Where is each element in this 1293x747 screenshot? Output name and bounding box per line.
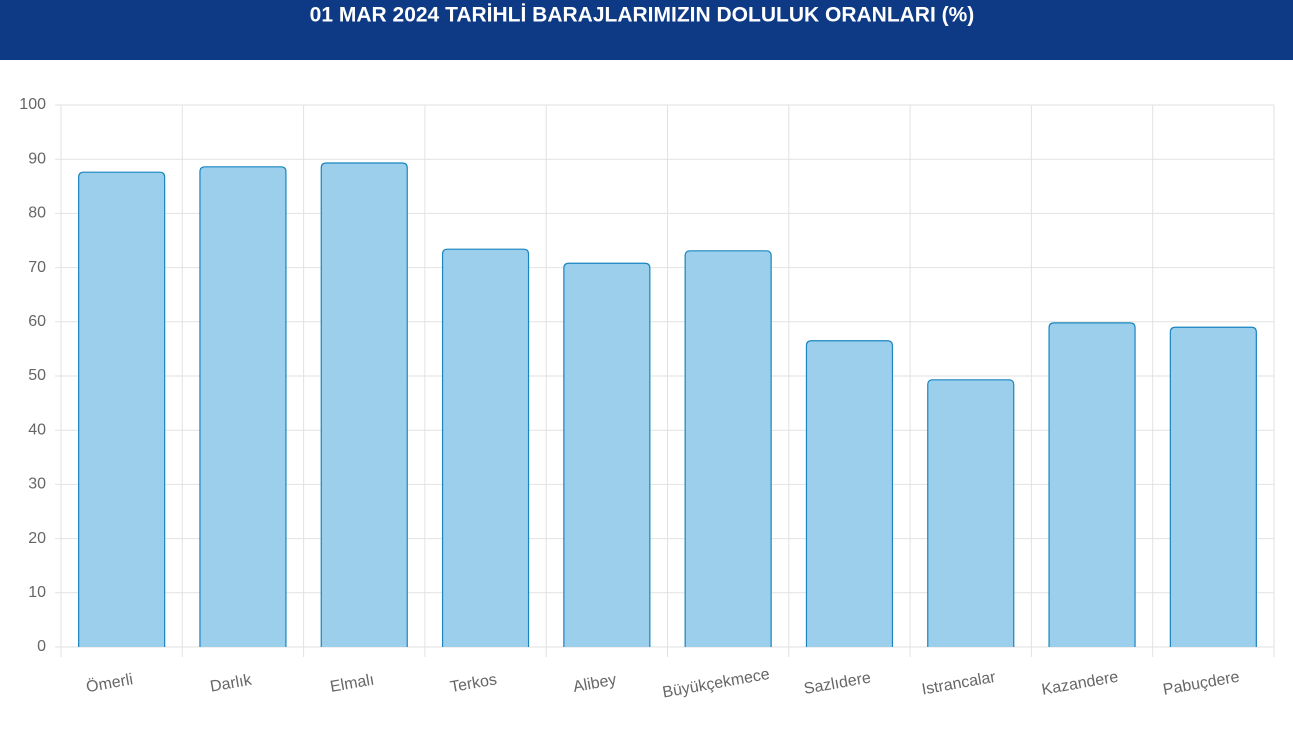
bar [199,166,287,647]
y-tick-label: 0 [37,638,46,655]
y-tick-label: 10 [28,584,46,601]
x-tick-label: Darlık [209,672,254,696]
y-tick-label: 60 [28,313,46,330]
x-tick-label: Kazandere [1040,669,1119,699]
header-bar [0,0,1293,60]
y-tick-label: 90 [28,150,46,167]
x-tick-label: Sazlıdere [803,669,873,698]
y-tick-label: 30 [28,476,46,493]
y-tick-label: 40 [28,421,46,438]
y-tick-label: 100 [19,96,46,113]
bar [441,248,530,647]
bar [1048,322,1136,647]
bar [320,162,408,647]
bar [78,171,166,647]
bar [805,340,894,647]
chart-title: 01 MAR 2024 TARİHLİ BARAJLARIMIZIN DOLUL… [310,4,975,27]
x-tick-label: Terkos [449,671,498,696]
bar [563,262,651,647]
bar [927,379,1015,647]
y-tick-label: 20 [28,530,46,547]
bar [1169,326,1257,647]
x-tick-label: Ömerli [85,670,135,696]
x-tick-label: Alibey [572,672,618,696]
y-tick-label: 80 [28,205,46,222]
x-tick-label: Elmalı [329,671,376,695]
x-tick-label: Pabuçdere [1162,669,1241,699]
bar [684,250,772,647]
x-tick-label: Büyükçekmece [661,666,771,702]
y-tick-label: 50 [28,367,46,384]
x-tick-label: Istrancalar [920,669,997,699]
y-tick-label: 70 [28,259,46,276]
